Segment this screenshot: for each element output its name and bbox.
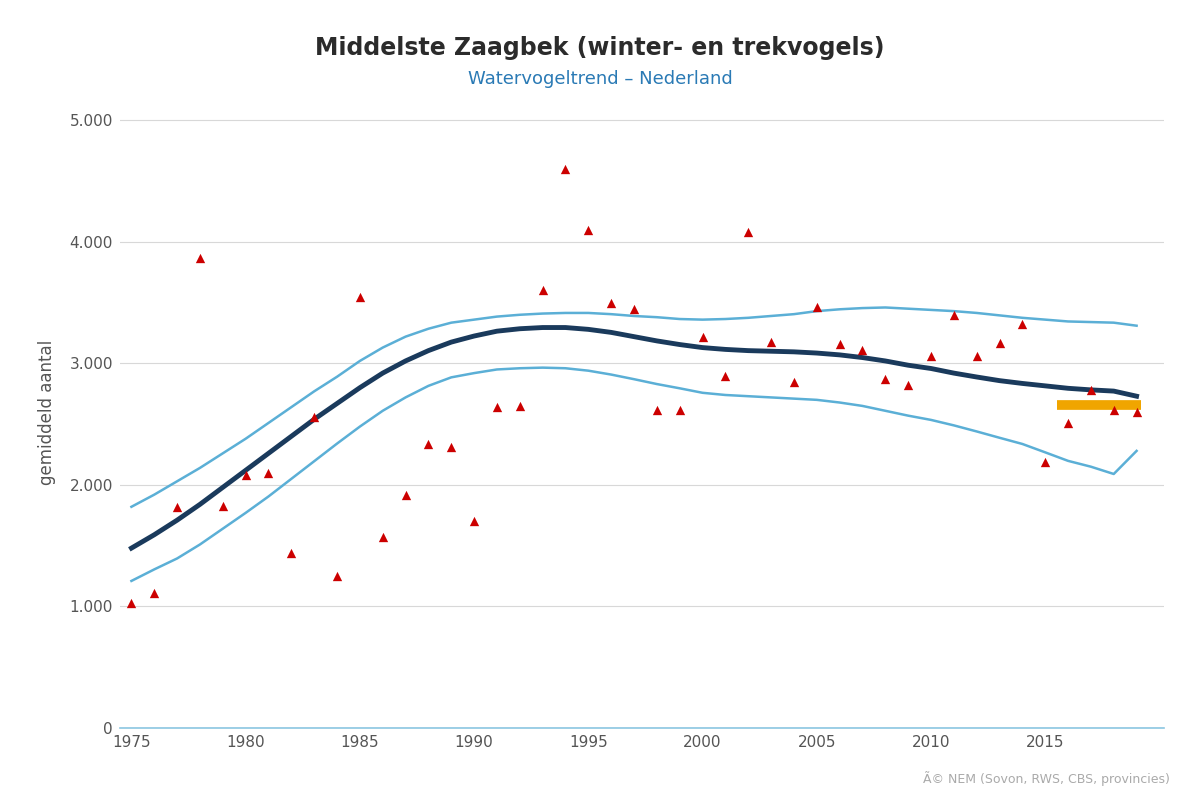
Text: Watervogeltrend – Nederland: Watervogeltrend – Nederland <box>468 70 732 88</box>
Point <box>236 469 256 482</box>
Point <box>282 546 301 559</box>
Point <box>1127 406 1146 418</box>
Text: Ã© NEM (Sovon, RWS, CBS, provincies): Ã© NEM (Sovon, RWS, CBS, provincies) <box>923 770 1170 786</box>
Point <box>899 379 918 392</box>
Point <box>739 226 758 238</box>
Point <box>762 335 781 348</box>
Point <box>122 597 142 610</box>
Point <box>191 251 210 264</box>
Point <box>396 488 415 501</box>
Point <box>305 410 324 423</box>
Point <box>259 466 278 479</box>
Point <box>145 586 164 599</box>
Point <box>922 350 941 362</box>
Point <box>830 338 850 350</box>
Point <box>1013 318 1032 331</box>
Point <box>785 375 804 388</box>
Point <box>647 403 666 416</box>
Point <box>1036 455 1055 468</box>
Point <box>876 373 895 386</box>
Point <box>533 284 552 297</box>
Y-axis label: gemiddeld aantal: gemiddeld aantal <box>37 339 55 485</box>
Point <box>1058 417 1078 430</box>
Point <box>168 501 187 514</box>
Point <box>556 162 575 175</box>
Text: Middelste Zaagbek (winter- en trekvogels): Middelste Zaagbek (winter- en trekvogels… <box>316 36 884 60</box>
Point <box>944 308 964 321</box>
Point <box>419 437 438 450</box>
Point <box>214 499 233 512</box>
Point <box>853 344 872 357</box>
Point <box>715 369 734 382</box>
Point <box>808 301 827 314</box>
Point <box>487 401 506 414</box>
Point <box>510 399 529 412</box>
Point <box>1104 403 1123 416</box>
Point <box>967 350 986 362</box>
Point <box>464 515 484 528</box>
Point <box>692 330 712 343</box>
Point <box>601 296 620 309</box>
Point <box>670 403 689 416</box>
Point <box>1081 384 1100 397</box>
Point <box>624 302 643 315</box>
Point <box>350 290 370 303</box>
Point <box>373 530 392 543</box>
Point <box>578 223 598 236</box>
Point <box>328 570 347 582</box>
Point <box>442 441 461 454</box>
Point <box>990 336 1009 349</box>
